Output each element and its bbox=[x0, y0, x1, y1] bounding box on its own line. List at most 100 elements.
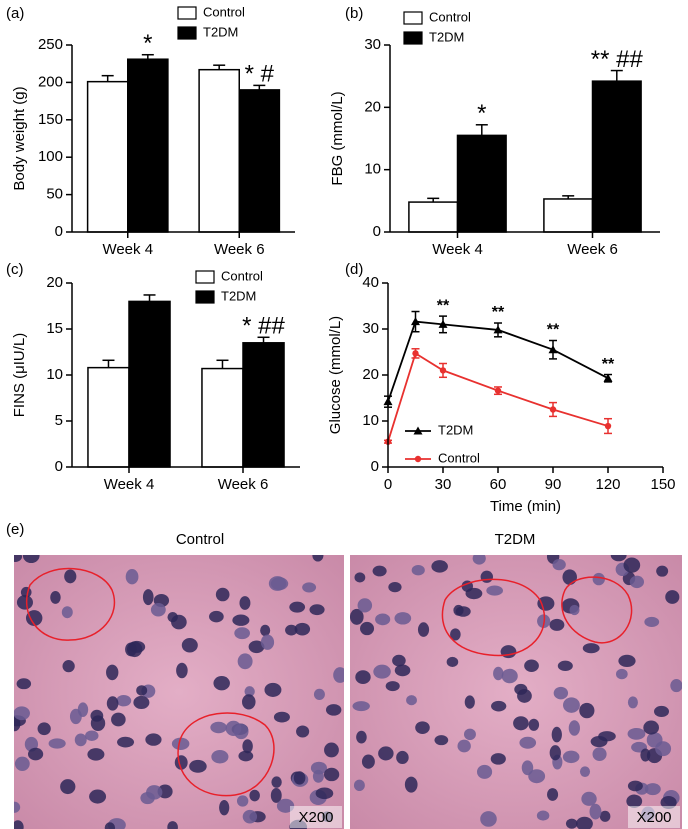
nucleus bbox=[289, 601, 306, 613]
nucleus bbox=[350, 608, 364, 625]
image-title: T2DM bbox=[495, 531, 536, 548]
nucleus bbox=[236, 795, 249, 807]
marker bbox=[548, 345, 558, 354]
nucleus bbox=[378, 746, 394, 761]
legend-label: Control bbox=[221, 268, 263, 283]
nucleus bbox=[476, 764, 493, 779]
nucleus bbox=[610, 555, 627, 562]
marker bbox=[493, 325, 503, 334]
nucleus bbox=[434, 735, 449, 746]
nucleus bbox=[627, 696, 638, 709]
nucleus bbox=[627, 780, 643, 792]
nucleus bbox=[670, 679, 682, 693]
nucleus bbox=[457, 739, 471, 753]
y-tick-label: 100 bbox=[38, 148, 63, 165]
nucleus bbox=[237, 653, 253, 670]
nucleus bbox=[592, 572, 605, 586]
nucleus bbox=[353, 779, 365, 792]
nucleus bbox=[629, 575, 645, 589]
nucleus bbox=[313, 688, 325, 701]
nucleus bbox=[85, 730, 99, 741]
nucleus bbox=[312, 555, 324, 562]
panel-label: (d) bbox=[345, 261, 363, 278]
nucleus bbox=[361, 754, 375, 769]
marker bbox=[438, 319, 448, 328]
nucleus bbox=[234, 627, 250, 640]
nucleus bbox=[394, 664, 411, 677]
marker bbox=[411, 317, 420, 326]
y-tick-label: 200 bbox=[38, 73, 63, 90]
nucleus bbox=[22, 555, 40, 564]
nucleus bbox=[517, 688, 532, 703]
nucleus bbox=[549, 618, 565, 631]
annotation: ** bbox=[492, 304, 505, 321]
bar bbox=[543, 198, 594, 233]
nucleus bbox=[28, 747, 44, 761]
nucleus bbox=[111, 712, 126, 727]
nucleus bbox=[536, 810, 550, 821]
y-tick-label: 150 bbox=[38, 111, 63, 128]
nucleus bbox=[14, 555, 23, 562]
nucleus bbox=[372, 565, 387, 577]
legend-label: T2DM bbox=[438, 422, 473, 437]
y-tick-label: 30 bbox=[362, 320, 379, 337]
nucleus bbox=[549, 745, 561, 761]
nucleus bbox=[491, 700, 507, 712]
nucleus bbox=[106, 664, 119, 681]
nucleus bbox=[562, 569, 577, 585]
legend-label: T2DM bbox=[221, 288, 256, 303]
nucleus bbox=[117, 736, 135, 748]
marker bbox=[494, 387, 502, 394]
nucleus bbox=[276, 798, 295, 813]
nucleus bbox=[248, 640, 265, 654]
y-axis-label: Glucose (mmol/L) bbox=[327, 316, 344, 434]
nucleus bbox=[106, 696, 119, 711]
nucleus bbox=[219, 799, 230, 816]
nucleus bbox=[623, 557, 641, 573]
nucleus bbox=[87, 748, 105, 761]
nucleus bbox=[626, 794, 643, 808]
nucleus bbox=[654, 705, 669, 718]
bar bbox=[456, 134, 507, 233]
y-tick-label: 15 bbox=[46, 320, 63, 337]
nucleus bbox=[14, 801, 21, 813]
y-tick-label: 250 bbox=[38, 36, 63, 53]
nucleus bbox=[125, 642, 137, 657]
legend-marker bbox=[413, 426, 423, 435]
label-bg bbox=[628, 806, 680, 828]
magnification: X200 bbox=[298, 809, 333, 826]
marker bbox=[603, 373, 613, 382]
legend-swatch bbox=[195, 270, 215, 284]
nucleus bbox=[563, 697, 580, 713]
y-tick-label: 20 bbox=[46, 274, 63, 291]
nucleus bbox=[415, 721, 430, 734]
nucleus bbox=[450, 628, 461, 641]
annotation: ** bbox=[437, 297, 450, 314]
nucleus bbox=[176, 662, 188, 679]
nucleus bbox=[547, 788, 559, 801]
nucleus bbox=[150, 602, 166, 617]
bar bbox=[128, 300, 171, 468]
nucleus bbox=[455, 606, 471, 617]
x-tick-label: 0 bbox=[384, 476, 392, 493]
nucleus bbox=[655, 741, 672, 757]
nucleus bbox=[142, 589, 154, 606]
x-tick-label: Week 6 bbox=[218, 476, 269, 493]
nucleus bbox=[145, 733, 162, 746]
nucleus bbox=[552, 558, 566, 571]
nucleus bbox=[294, 622, 311, 636]
nucleus bbox=[490, 753, 506, 765]
nucleus bbox=[62, 660, 75, 673]
legend-label: Control bbox=[438, 450, 480, 465]
nucleus bbox=[325, 704, 342, 716]
nucleus bbox=[69, 708, 82, 725]
nucleus bbox=[519, 736, 537, 749]
nucleus bbox=[360, 621, 375, 636]
legend-marker bbox=[414, 455, 422, 463]
nucleus bbox=[493, 666, 504, 681]
nucleus bbox=[589, 803, 602, 820]
x-tick-label: 30 bbox=[435, 476, 452, 493]
magnification: X200 bbox=[636, 809, 671, 826]
nucleus bbox=[599, 810, 611, 822]
x-tick-label: Week 6 bbox=[567, 241, 618, 258]
